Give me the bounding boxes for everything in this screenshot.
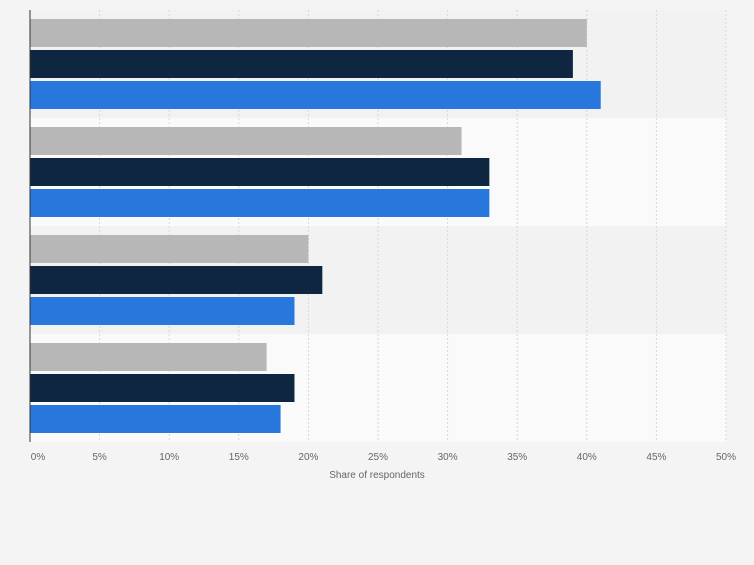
x-tick-label: 25% xyxy=(368,452,388,463)
x-tick-label: 45% xyxy=(646,452,666,463)
bar[interactable] xyxy=(30,374,295,402)
bar[interactable] xyxy=(30,81,601,109)
x-tick-label: 10% xyxy=(159,452,179,463)
x-tick-label: 15% xyxy=(229,452,249,463)
bar[interactable] xyxy=(30,19,587,47)
bar[interactable] xyxy=(30,127,462,155)
bars xyxy=(30,19,601,433)
x-tick-label: 20% xyxy=(298,452,318,463)
x-tick-label: 0% xyxy=(31,452,46,463)
bar[interactable] xyxy=(30,343,267,371)
x-tick-label: 40% xyxy=(577,452,597,463)
bar[interactable] xyxy=(30,266,323,294)
x-tick-label: 50% xyxy=(716,452,736,463)
bar[interactable] xyxy=(30,50,573,78)
x-tick-labels: 0% 5% 10% 15% 20% 25% 30% 35% 40% 45% 50% xyxy=(31,452,736,463)
bar[interactable] xyxy=(30,235,309,263)
bar[interactable] xyxy=(30,297,295,325)
x-axis-title: Share of respondents xyxy=(329,470,425,481)
bar[interactable] xyxy=(30,405,281,433)
x-tick-label: 30% xyxy=(438,452,458,463)
bar[interactable] xyxy=(30,158,490,186)
x-tick-label: 5% xyxy=(92,452,107,463)
bar[interactable] xyxy=(30,189,490,217)
x-tick-label: 35% xyxy=(507,452,527,463)
